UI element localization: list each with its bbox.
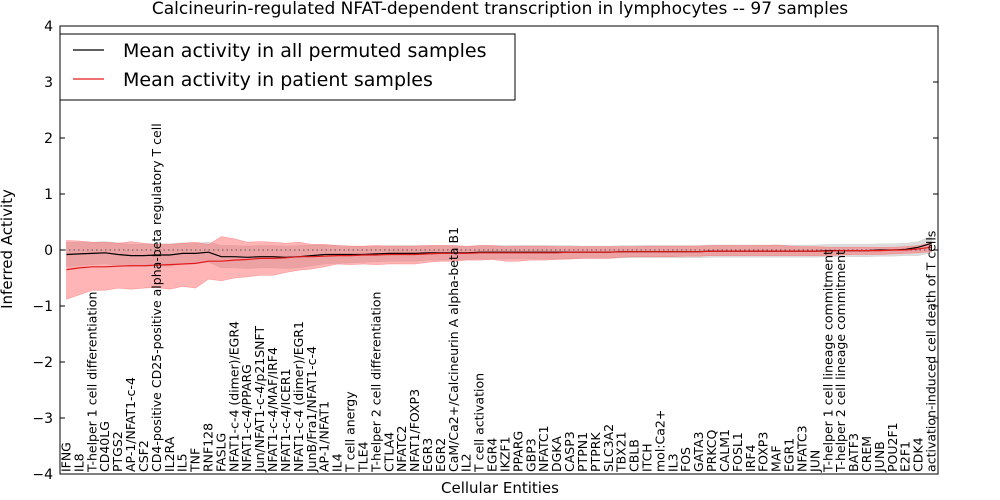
x-tick-label: GATA3 [691,432,706,472]
x-tick-label: NFAT1-c-4 (dimer)/EGR4 [226,321,241,472]
x-tick-label: TLE4 [355,441,370,472]
y-tick-label: 3 [44,75,53,91]
legend-box [59,33,516,101]
x-tick-label: CTLA4 [381,432,396,472]
y-tick-label: −4 [32,467,53,483]
x-tick-label: JunB/Fra1/NFAT1-c-4 [304,346,319,473]
legend: Mean activity in all permuted samples Me… [59,33,516,101]
x-tick-label: EGR2 [433,438,448,472]
x-tick-label: NFAT1-c-4/ICER1 [278,368,293,472]
x-tick-label: T cell anergy [343,391,358,473]
y-axis-label: Inferred Activity [0,189,16,309]
x-tick-label: JUN [807,450,822,473]
x-tick-label: IL5 [175,453,190,472]
x-tick-label: MAF [769,445,784,472]
x-tick-label: PTPRK [588,432,603,472]
x-tick-label: T cell activation [472,373,487,473]
x-tick-label: EGR1 [782,438,797,472]
x-tick-label: T-helper 1 cell differentiation [84,292,99,473]
x-tick-label: CDK4 [911,437,926,472]
x-tick-label: CSF2 [136,440,151,472]
x-tick-label: RNF128 [201,423,216,472]
x-tick-label: IL2RA [162,436,177,472]
x-tick-label: IL8 [71,453,86,472]
x-tick-label: FASLG [213,433,228,472]
x-tick-label: IKZF1 [498,436,513,472]
x-tick-label: PRKCQ [704,429,719,471]
legend-label-patient: Mean activity in patient samples [123,69,433,91]
x-tick-label: E2F1 [898,441,913,472]
x-tick-label: CaM/Ca2+/Calcineurin A alpha-beta B1 [446,227,461,472]
x-tick-label: IL4 [330,453,345,472]
x-tick-label: T-helper 1 cell lineage commitment [820,250,835,473]
x-tick-label: T-helper 2 cell differentiation [368,292,383,473]
x-tick-label: IL3 [665,453,680,472]
x-tick-label: GBP3 [523,438,538,472]
x-tick-label: CD4-positive CD25-positive alpha-beta re… [149,123,164,472]
x-tick-label: IL2 [459,453,474,472]
series-lines [66,242,932,271]
x-tick-label: NFATC2 [394,425,409,472]
x-tick-label: EGR3 [420,438,435,472]
x-tick-label: IRF4 [743,444,758,472]
x-tick-label: POU2F1 [885,422,900,472]
y-axis-ticks: −4 −3 −2 −1 0 1 2 3 4 [32,19,938,483]
x-tick-label: CASP3 [562,431,577,472]
x-tick-label: CD40LG [97,421,112,472]
x-tick-label: T-helper 2 cell lineage commitment [833,250,848,473]
x-tick-label: DGKA [549,436,564,472]
y-tick-label: −1 [32,299,53,315]
y-tick-label: 2 [44,131,53,147]
x-tick-label: CALM1 [717,429,732,472]
x-tick-label: FOS [678,447,693,472]
x-tick-label: CREM [859,436,874,472]
x-tick-label: TNF [188,448,203,473]
y-tick-label: 4 [44,19,53,35]
y-tick-label: −2 [32,355,53,371]
y-tick-label: −3 [32,411,53,427]
x-tick-label: BATF3 [846,433,861,472]
x-tick-label: JUNB [872,441,887,473]
x-tick-label: mol:Ca2+ [652,410,667,472]
x-tick-label: NFAT1/FOXP3 [407,389,422,472]
x-tick-label: AP-1/NFAT1-c-4 [123,377,138,472]
band-patient [66,236,932,300]
x-tick-label: NFAT1-c-4/MAF/IRF4 [265,347,280,472]
x-tick-label: Jun/NFAT1-c-4/p21SNFT [252,326,267,473]
x-tick-label: FOXP3 [756,432,771,472]
x-tick-label: ITCH [640,443,655,472]
line-patient [66,246,932,271]
x-tick-label: IFNG [59,442,74,472]
x-tick-label: NFAT1-c-4/PPARG [239,364,254,472]
x-tick-label: NFATC3 [794,425,809,472]
x-tick-label: SLC3A2 [601,424,616,472]
x-tick-label: AP-1/NFAT1 [317,401,332,472]
x-tick-label: activation-induced cell death of T cells [924,231,939,472]
y-tick-label: 0 [44,243,53,259]
x-tick-label: PTGS2 [110,431,125,472]
x-tick-label: NFATC1 [536,425,551,472]
y-tick-label: 1 [44,187,53,203]
x-tick-label: EGR4 [485,438,500,472]
x-tick-label: FOSL1 [730,432,745,472]
x-tick-label: CBLB [627,439,642,472]
x-tick-label: NFAT1-c-4 (dimer)/EGR1 [291,321,306,472]
chart-title: Calcineurin-regulated NFAT-dependent tra… [152,0,848,19]
x-tick-label: TBX21 [614,431,629,473]
legend-label-permuted: Mean activity in all permuted samples [123,40,486,62]
x-axis-label: Cellular Entities [441,479,559,497]
x-tick-label: PTPN1 [575,432,590,472]
x-tick-label: PPARG [510,431,525,472]
